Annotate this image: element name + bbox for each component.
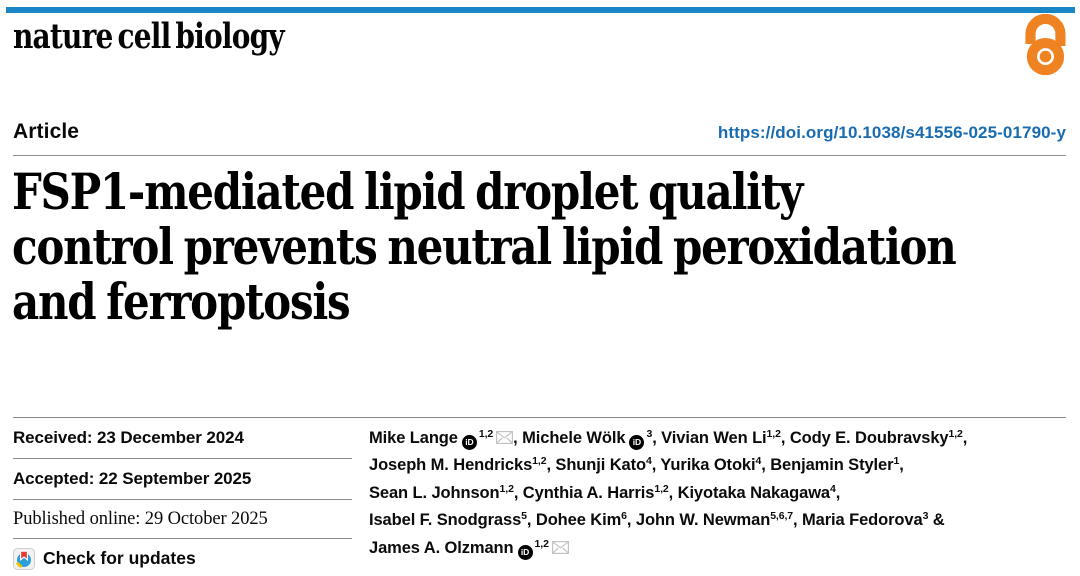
crossmark-icon	[13, 547, 35, 570]
author-line: Sean L. Johnson1,2, Cynthia A. Harris1,2…	[369, 482, 841, 502]
journal-logo: nature cell biology	[13, 16, 285, 57]
affiliation-superscript: 4	[645, 455, 652, 468]
affiliation-superscript: 4	[830, 482, 836, 495]
affiliation-superscript: 5,6,7	[770, 510, 794, 523]
affiliation-superscript: 1,2	[478, 428, 494, 440]
check-for-updates-label: Check for updates	[43, 548, 196, 568]
affiliation-superscript: 1,2	[766, 428, 781, 440]
author-list: Mike Lange iD1,2, Michele Wölk iD3, Vivian…	[369, 418, 967, 563]
doi-link[interactable]: https://doi.org/10.1038/s41556-025-01790…	[717, 123, 1066, 142]
affiliation-superscript: 1,2	[499, 482, 514, 495]
article-title-line-1: FSP1-mediated lipid droplet quality	[12, 162, 803, 221]
author-name: Sean L. Johnson	[369, 483, 500, 502]
author-name: Joseph M. Hendricks	[369, 456, 533, 475]
journal-accent-bar	[6, 7, 1075, 13]
header-divider	[13, 155, 1066, 156]
open-access-icon	[1025, 14, 1066, 76]
author-line: James A. Olzmann iD1,2	[369, 536, 967, 563]
orcid-icon[interactable]: iD	[517, 544, 533, 560]
affiliation-superscript: 6	[621, 510, 627, 523]
orcid-icon[interactable]: iD	[461, 435, 477, 450]
author-name: Yurika Otoki	[660, 456, 756, 475]
article-history: Received: 23 December 2024 Accepted: 22 …	[13, 418, 352, 576]
author-name: Shunji Kato	[555, 456, 646, 475]
article-type-label: Article	[13, 120, 80, 143]
author-name: Maria Fedorova	[802, 511, 923, 530]
author-line: Isabel F. Snodgrass5, Dohee Kim6, John W…	[369, 510, 945, 530]
affiliation-superscript: 4	[755, 455, 762, 468]
author-name: Cody E. Doubravsky	[789, 429, 949, 447]
author-name: Isabel F. Snodgrass	[369, 511, 522, 530]
received-date: Received: 23 December 2024	[13, 418, 352, 459]
author-name: James A. Olzmann	[369, 538, 514, 557]
email-icon[interactable]	[551, 536, 569, 561]
affiliation-superscript: 3	[646, 428, 653, 440]
author-name: Benjamin Styler	[770, 456, 894, 475]
author-name: Mike Lange	[369, 429, 458, 447]
author-name: Kiyotaka Nakagawa	[677, 483, 831, 502]
affiliation-superscript: 1,2	[654, 482, 669, 495]
affiliation-superscript: 1,2	[532, 455, 547, 468]
affiliation-superscript: 3	[922, 510, 929, 523]
accepted-date: Accepted: 22 September 2025	[13, 459, 352, 500]
author-name: John W. Newman	[635, 511, 771, 530]
article-title: FSP1-mediated lipid droplet quality cont…	[12, 164, 1080, 329]
author-name: Michele Wölk	[522, 429, 626, 447]
author-line: Joseph M. Hendricks1,2, Shunji Kato4, Yu…	[369, 455, 904, 475]
author-name: Dohee Kim	[535, 511, 622, 530]
affiliation-superscript: 1,2	[534, 537, 549, 550]
author-name: Vivian Wen Li	[661, 429, 767, 447]
email-icon[interactable]	[496, 426, 514, 451]
affiliation-superscript: 1	[893, 455, 900, 468]
orcid-icon[interactable]: iD	[629, 435, 645, 450]
published-date: Published online: 29 October 2025	[13, 500, 352, 539]
article-title-line-3: and ferroptosis	[12, 272, 351, 331]
affiliation-superscript: 1,2	[948, 428, 963, 440]
author-line: Mike Lange iD1,2, Michele Wölk iD3, Vivian…	[369, 426, 967, 453]
author-name: Cynthia A. Harris	[522, 483, 655, 502]
article-title-line-2: control prevents neutral lipid peroxidat…	[12, 217, 957, 276]
check-for-updates-button[interactable]: Check for updates	[13, 539, 352, 576]
affiliation-superscript: 5	[521, 510, 527, 523]
